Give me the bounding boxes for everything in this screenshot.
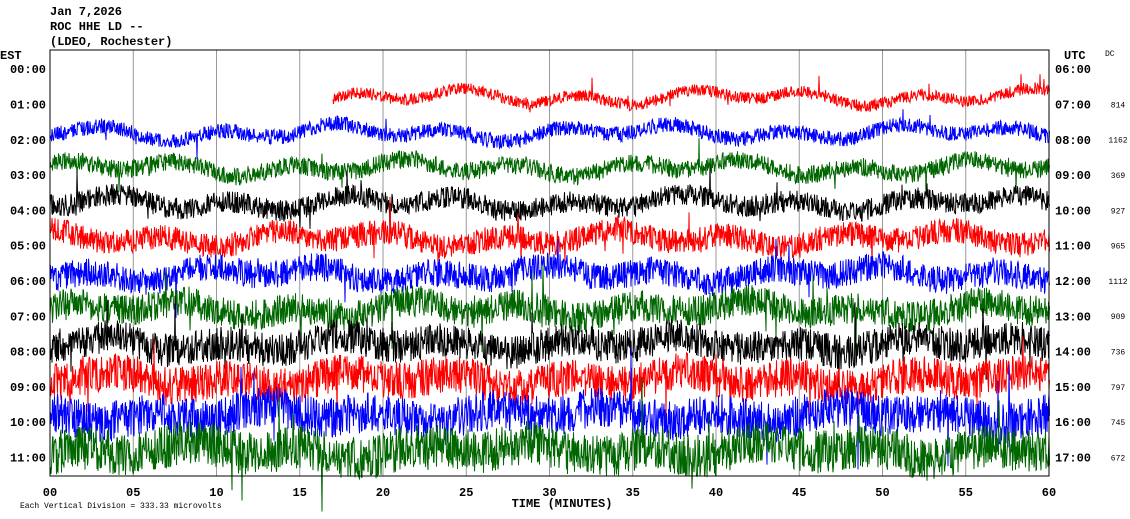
est-label: 11:00 — [10, 451, 46, 465]
est-label: 00:00 — [10, 63, 46, 77]
utc-label: 09:00 — [1055, 169, 1091, 183]
x-tick-label: 25 — [459, 486, 473, 500]
right-axis-title: UTC — [1064, 49, 1086, 63]
x-tick-label: 50 — [875, 486, 889, 500]
utc-label: 13:00 — [1055, 310, 1091, 324]
x-tick-label: 10 — [209, 486, 223, 500]
dc-title: DC — [1105, 50, 1115, 59]
utc-label: 06:00 — [1055, 63, 1091, 77]
x-tick-label: 05 — [126, 486, 140, 500]
x-tick-label: 20 — [376, 486, 390, 500]
x-tick-label: 45 — [792, 486, 806, 500]
est-label: 03:00 — [10, 169, 46, 183]
dc-value: 369 — [1111, 172, 1126, 181]
est-label: 09:00 — [10, 381, 46, 395]
est-label: 02:00 — [10, 134, 46, 148]
station: ROC HHE LD -- — [50, 20, 144, 34]
trace — [49, 196, 1050, 275]
dc-value: 1112 — [1108, 278, 1127, 287]
x-tick-label: 55 — [959, 486, 973, 500]
trace — [49, 378, 1050, 512]
utc-label: 15:00 — [1055, 381, 1091, 395]
trace — [49, 336, 1050, 430]
network: (LDEO, Rochester) — [50, 35, 172, 49]
utc-label: 08:00 — [1055, 134, 1091, 148]
dc-value: 745 — [1111, 419, 1126, 428]
x-tick-label: 30 — [542, 486, 556, 500]
trace — [49, 347, 1050, 470]
date: Jan 7,2026 — [50, 5, 122, 19]
dc-value: 909 — [1111, 313, 1126, 322]
trace — [49, 138, 1050, 199]
trace — [332, 74, 1050, 113]
x-tick-label: 35 — [626, 486, 640, 500]
utc-label: 11:00 — [1055, 240, 1091, 254]
trace — [49, 296, 1050, 388]
x-axis-title: TIME (MINUTES) — [512, 497, 613, 511]
utc-label: 07:00 — [1055, 98, 1091, 112]
dc-value: 927 — [1111, 207, 1126, 216]
utc-label: 10:00 — [1055, 204, 1091, 218]
dc-value: 814 — [1111, 101, 1126, 110]
dc-value: 672 — [1111, 454, 1126, 463]
trace — [49, 109, 1050, 160]
est-label: 01:00 — [10, 98, 46, 112]
utc-label: 17:00 — [1055, 451, 1091, 465]
utc-label: 14:00 — [1055, 346, 1091, 360]
left-axis-title: EST — [0, 49, 22, 63]
utc-label: 16:00 — [1055, 416, 1091, 430]
footer: Each Vertical Division = 333.33 microvol… — [20, 502, 222, 511]
dc-value: 797 — [1111, 384, 1126, 393]
dc-value: 736 — [1111, 349, 1126, 358]
trace — [49, 264, 1050, 353]
est-label: 07:00 — [10, 310, 46, 324]
trace — [49, 238, 1050, 318]
dc-value: 965 — [1111, 243, 1126, 252]
est-label: 06:00 — [10, 275, 46, 289]
est-label: 10:00 — [10, 416, 46, 430]
plot-frame — [49, 49, 1050, 477]
x-tick-label: 60 — [1042, 486, 1056, 500]
utc-label: 12:00 — [1055, 275, 1091, 289]
trace — [49, 164, 1050, 234]
x-tick-label: 40 — [709, 486, 723, 500]
est-label: 05:00 — [10, 240, 46, 254]
dc-value: 1162 — [1108, 137, 1127, 146]
x-tick-label: 15 — [293, 486, 307, 500]
est-label: 04:00 — [10, 204, 46, 218]
est-label: 08:00 — [10, 346, 46, 360]
x-tick-label: 00 — [43, 486, 57, 500]
